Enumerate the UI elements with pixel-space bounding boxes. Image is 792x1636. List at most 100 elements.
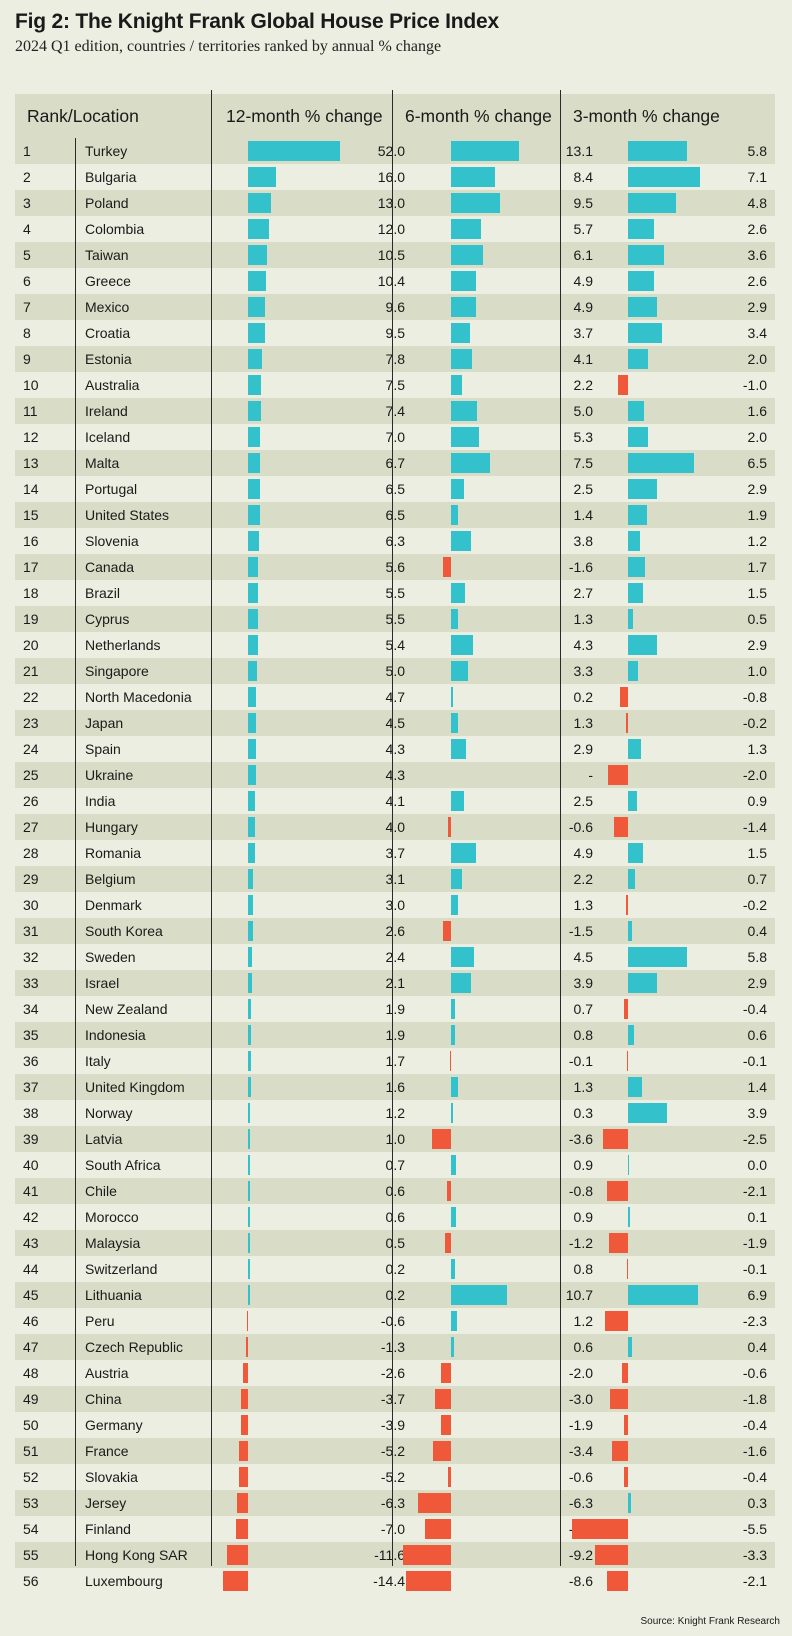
rank-cell: 51: [23, 1443, 39, 1459]
value-3-month: 0.1: [747, 1209, 767, 1225]
table-row: 50 Germany -3.9 -1.9 -0.4: [15, 1412, 775, 1438]
location-cell: Lithuania: [85, 1287, 142, 1303]
value-3-month: -0.6: [742, 1365, 767, 1381]
table-row: 53 Jersey -6.3 -6.3 0.3: [15, 1490, 775, 1516]
value-12-month: 2.1: [385, 975, 405, 991]
bar-6-month: [451, 843, 477, 863]
value-3-month: 2.9: [747, 481, 767, 497]
value-12-month: -7.0: [345, 1521, 405, 1537]
bar-3-month: [606, 1571, 628, 1591]
bar-12-month: [248, 453, 260, 473]
table-body: 1Turkey52.013.15.82Bulgaria16.08.47.13Po…: [15, 138, 775, 1594]
bar-12-month: [248, 505, 260, 525]
value-6-month: -: [588, 767, 593, 783]
bar-6-month: [451, 271, 477, 291]
bar-12-month: [248, 739, 256, 759]
table-row: 26 India 4.1 2.5 0.9: [15, 788, 775, 814]
value-3-month: -2.1: [742, 1183, 767, 1199]
value-12-month: 9.6: [385, 299, 405, 315]
value-12-month: 5.4: [385, 637, 405, 653]
value-3-month: 6.5: [747, 455, 767, 471]
table-row: 1 Turkey 52.0 13.1 5.8: [15, 138, 775, 164]
location-cell: Hungary: [85, 819, 138, 835]
table-row: 13 Malta 6.7 7.5 6.5: [15, 450, 775, 476]
rank-cell: 49: [23, 1391, 39, 1407]
bar-3-month: [623, 1415, 628, 1435]
bar-6-month: [418, 1493, 451, 1513]
value-6-month: 3.3: [573, 663, 593, 679]
bar-3-month: [628, 297, 658, 317]
rank-cell: 15: [23, 507, 39, 523]
divider-6-month: [392, 90, 393, 1566]
value-12-month: 6.7: [385, 455, 405, 471]
bar-12-month: [248, 531, 260, 551]
value-12-month: 52.0: [345, 143, 405, 159]
bar-12-month: [248, 1051, 251, 1071]
rank-cell: 30: [23, 897, 39, 913]
value-3-month: -2.5: [742, 1131, 767, 1147]
bar-3-month: [626, 1259, 628, 1279]
value-6-month: 0.8: [573, 1261, 593, 1277]
bar-12-month: [236, 1493, 248, 1513]
bar-6-month: [451, 297, 477, 317]
bar-3-month: [628, 1493, 632, 1513]
bar-12-month: [248, 349, 262, 369]
bar-12-month: [248, 479, 260, 499]
location-cell: Slovenia: [85, 533, 139, 549]
value-6-month: 13.1: [565, 143, 593, 159]
bar-12-month: [248, 323, 265, 343]
rank-cell: 24: [23, 741, 39, 757]
value-6-month: 5.7: [573, 221, 593, 237]
location-cell: Brazil: [85, 585, 121, 601]
table-row: 28 Romania 3.7 4.9 1.5: [15, 840, 775, 866]
bar-12-month: [248, 1155, 250, 1175]
value-3-month: 2.0: [747, 351, 767, 367]
bar-12-month: [248, 1233, 250, 1253]
value-6-month: 2.2: [573, 871, 593, 887]
bar-12-month: [248, 219, 270, 239]
bar-3-month: [628, 531, 641, 551]
bar-12-month: [248, 167, 277, 187]
value-12-month: 3.1: [385, 871, 405, 887]
table-row: 46 Peru -0.6 1.2 -2.3: [15, 1308, 775, 1334]
value-6-month: -1.5: [568, 923, 593, 939]
location-cell: Indonesia: [85, 1027, 146, 1043]
bar-3-month: [625, 713, 628, 733]
value-3-month: -0.4: [742, 1469, 767, 1485]
value-3-month: -5.5: [742, 1521, 767, 1537]
value-6-month: -8.6: [568, 1573, 593, 1589]
value-3-month: 2.0: [747, 429, 767, 445]
bar-6-month: [451, 453, 490, 473]
location-cell: Japan: [85, 715, 124, 731]
value-12-month: -5.2: [345, 1469, 405, 1485]
bar-6-month: [406, 1571, 451, 1591]
value-6-month: 10.7: [565, 1287, 593, 1303]
table-row: 24 Spain 4.3 2.9 1.3: [15, 736, 775, 762]
bar-3-month: [623, 1467, 628, 1487]
rank-cell: 35: [23, 1027, 39, 1043]
bar-3-month: [628, 271, 655, 291]
value-12-month: 13.0: [345, 195, 405, 211]
bar-3-month: [611, 1441, 628, 1461]
rank-cell: 32: [23, 949, 39, 965]
value-3-month: -1.4: [742, 819, 767, 835]
bar-12-month: [248, 661, 257, 681]
table-row: 3 Poland 13.0 9.5 4.8: [15, 190, 775, 216]
table-row: 23 Japan 4.5 1.3 -0.2: [15, 710, 775, 736]
value-12-month: 3.0: [385, 897, 405, 913]
value-3-month: 1.6: [747, 403, 767, 419]
rank-cell: 26: [23, 793, 39, 809]
value-3-month: -0.1: [742, 1261, 767, 1277]
rank-cell: 16: [23, 533, 39, 549]
value-6-month: -0.8: [568, 1183, 593, 1199]
location-cell: Romania: [85, 845, 142, 861]
bar-12-month: [235, 1519, 248, 1539]
bar-12-month: [227, 1545, 248, 1565]
value-12-month: 4.0: [385, 819, 405, 835]
bar-3-month: [617, 375, 628, 395]
value-3-month: 1.5: [747, 585, 767, 601]
location-cell: Chile: [85, 1183, 117, 1199]
bar-12-month: [248, 947, 253, 967]
bar-12-month: [241, 1415, 248, 1435]
bar-12-month: [248, 401, 262, 421]
